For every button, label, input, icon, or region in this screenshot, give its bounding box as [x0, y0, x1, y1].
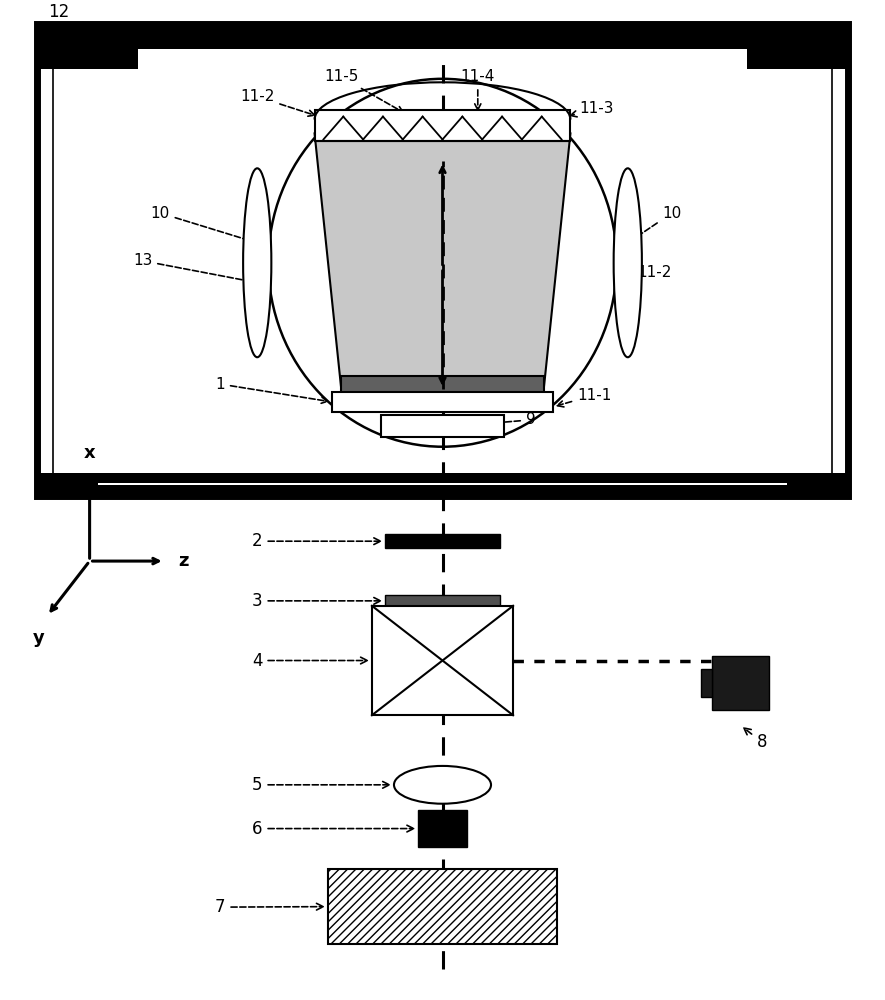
Bar	[36, 485, 849, 496]
Text: z: z	[178, 552, 189, 570]
Bar	[332, 392, 553, 412]
Text: 11-3: 11-3	[571, 101, 614, 117]
Text: 11-2: 11-2	[631, 265, 672, 282]
Ellipse shape	[243, 168, 272, 357]
Text: 3: 3	[252, 592, 381, 610]
Ellipse shape	[394, 766, 491, 804]
Bar	[36, 35, 849, 49]
Text: 11-4: 11-4	[460, 69, 495, 110]
Bar	[36, 473, 98, 485]
Bar	[381, 415, 504, 437]
Bar	[36, 473, 849, 483]
Bar	[36, 24, 849, 496]
Text: 12: 12	[48, 3, 69, 21]
Bar	[385, 595, 500, 607]
Text: 10: 10	[632, 206, 681, 240]
Bar	[419, 810, 466, 847]
Bar	[701, 669, 712, 697]
Text: 7: 7	[215, 898, 323, 916]
Text: y: y	[33, 629, 44, 647]
Bar	[327, 869, 558, 944]
Polygon shape	[314, 133, 571, 387]
Text: 1: 1	[215, 377, 327, 403]
Bar	[314, 110, 571, 141]
Bar	[52, 32, 833, 487]
Bar	[36, 47, 138, 69]
Bar	[747, 47, 849, 69]
Text: 5: 5	[252, 776, 389, 794]
Text: 4: 4	[252, 652, 367, 670]
Text: 11-2: 11-2	[240, 89, 314, 116]
Text: 6: 6	[252, 820, 413, 838]
Ellipse shape	[613, 168, 642, 357]
Text: 8: 8	[744, 728, 767, 751]
Text: 11-5: 11-5	[324, 69, 404, 112]
Bar	[372, 606, 513, 715]
Bar	[341, 376, 544, 394]
Text: 11-1: 11-1	[558, 388, 612, 407]
Text: 9: 9	[465, 412, 535, 428]
Text: x: x	[84, 444, 96, 462]
Text: 10: 10	[150, 206, 253, 243]
Bar	[712, 656, 769, 710]
Bar	[787, 473, 849, 485]
Bar	[385, 534, 500, 548]
Text: 13: 13	[133, 253, 253, 284]
Text: 2: 2	[252, 532, 381, 550]
Bar	[36, 24, 849, 38]
